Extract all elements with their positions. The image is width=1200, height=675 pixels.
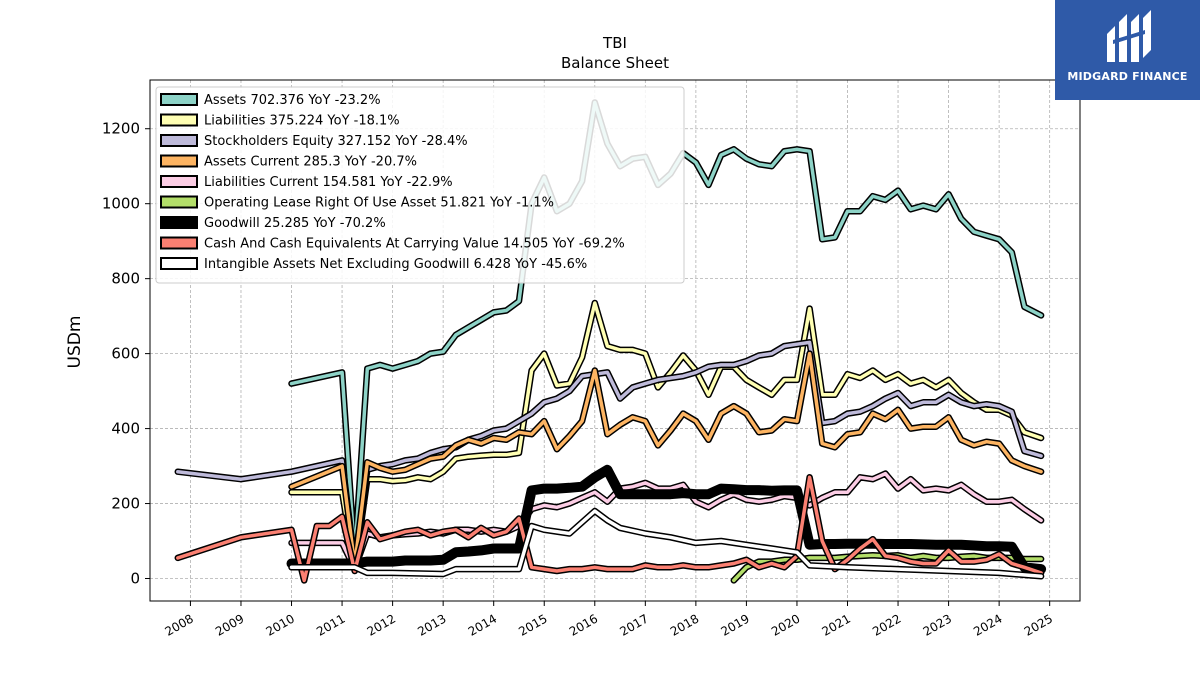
x-tick-label: 2024 — [971, 611, 1004, 638]
midgard-finance-logo: MIDGARD FINANCE — [1055, 0, 1200, 100]
x-tick-label: 2022 — [870, 611, 903, 638]
legend-label: Liabilities Current 154.581 YoY -22.9% — [204, 175, 453, 190]
x-tick-label: 2019 — [718, 611, 751, 638]
x-tick-label: 2012 — [365, 611, 398, 638]
x-tick-label: 2011 — [314, 611, 347, 638]
series-line — [176, 475, 1043, 583]
series-stockholders-equity — [174, 339, 1045, 567]
x-tick-label: 2014 — [466, 611, 499, 638]
legend-label: Assets Current 285.3 YoY -20.7% — [204, 155, 417, 170]
legend-swatch — [160, 257, 198, 270]
x-tick-label: 2025 — [1022, 611, 1055, 638]
legend-label: Liabilities 375.224 YoY -18.1% — [204, 114, 400, 129]
x-tick-label: 2010 — [264, 611, 297, 638]
legend-label: Stockholders Equity 327.152 YoY -28.4% — [204, 134, 468, 149]
x-tick-label: 2013 — [415, 611, 448, 638]
x-tick-label: 2016 — [567, 611, 600, 638]
x-tick-label: 2023 — [921, 611, 954, 638]
legend-swatch — [160, 216, 198, 229]
series-layer — [174, 99, 1047, 584]
series-line — [176, 340, 1043, 566]
legend-swatch — [160, 93, 198, 106]
legend-label: Intangible Assets Net Excluding Goodwill… — [204, 257, 587, 272]
logo-mark-icon — [1107, 10, 1151, 62]
legend-label: Operating Lease Right Of Use Asset 51.82… — [204, 196, 554, 211]
x-tick-label: 2008 — [162, 611, 195, 638]
y-tick-label: 800 — [111, 270, 140, 288]
logo-text: MIDGARD FINANCE — [1067, 70, 1188, 83]
series-cash-and-cash-equivalents-at-carrying-value — [174, 474, 1045, 584]
series-line — [289, 351, 1043, 568]
series-assets-current — [288, 350, 1045, 569]
series-intangible-assets-net-excluding-goodwill — [288, 507, 1045, 580]
legend-swatch — [160, 134, 198, 147]
x-tick-label: 2017 — [617, 611, 650, 638]
x-tick-label: 2015 — [516, 611, 549, 638]
y-axis-label: USDm — [65, 316, 85, 369]
x-tick-label: 2020 — [769, 611, 802, 638]
legend-swatch — [160, 195, 198, 209]
x-tick-label: 2018 — [668, 611, 701, 638]
legend-swatch — [160, 175, 198, 188]
x-axis: 2008 2009 2010 2011 2012 2013 2014 2015 2016 2017… — [162, 601, 1055, 639]
y-tick-label: 1200 — [102, 120, 140, 138]
x-tick-label: 2021 — [820, 611, 853, 638]
legend-label: Goodwill 25.285 YoY -70.2% — [204, 216, 386, 231]
legend: Assets 702.376 YoY -23.2% Liabilities 375… — [155, 86, 685, 284]
legend-label: Assets 702.376 YoY -23.2% — [204, 93, 381, 108]
series-line — [289, 509, 1043, 579]
y-axis: 0 200 400 600 800 1000 1200 — [102, 120, 150, 588]
chart-subtitle: Balance Sheet — [561, 54, 669, 72]
series-liabilities — [288, 299, 1045, 573]
y-tick-label: 600 — [111, 345, 140, 363]
x-tick-label: 2009 — [213, 611, 246, 638]
y-tick-label: 200 — [111, 495, 140, 513]
y-tick-label: 0 — [130, 570, 140, 588]
plot-frame — [149, 79, 1081, 602]
legend-swatch — [160, 236, 198, 250]
series-line — [288, 466, 1045, 573]
series-line — [289, 301, 1043, 571]
series-goodwill — [286, 464, 1047, 575]
chart-title: TBI — [602, 34, 627, 52]
legend-label: Cash And Cash Equivalents At Carrying Va… — [204, 237, 625, 252]
y-tick-label: 1000 — [102, 195, 140, 213]
legend-swatch — [160, 154, 198, 168]
legend-box — [155, 86, 685, 284]
legend-swatch — [160, 113, 198, 127]
y-tick-label: 400 — [111, 420, 140, 438]
